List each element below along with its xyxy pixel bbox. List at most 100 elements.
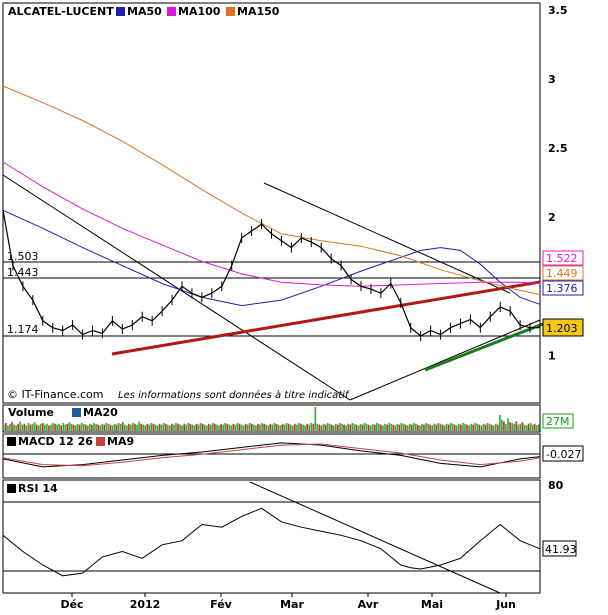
volume-bar [341,423,343,431]
volume-bar [521,422,524,431]
volume-bar [462,423,464,431]
volume-bar [451,423,454,431]
volume-bar [181,425,183,431]
volume-bar [296,424,298,431]
credit-text: © IT-Finance.com [7,388,104,401]
volume-bar [380,424,382,431]
x-tick-label: Fév [210,598,233,611]
main-series [2,85,541,342]
volume-bar [248,423,251,431]
volume-bar [310,423,313,431]
volume-bar [72,424,75,431]
volume-bar [101,423,104,431]
volume-bar [91,424,93,431]
volume-bar [76,423,79,431]
volume-bar [337,424,339,431]
volume-bar [373,424,376,431]
volume-bar [220,423,222,431]
volume-bar [195,423,198,431]
volume-bar [13,424,15,431]
volume-bar [513,423,515,431]
price-tag-ma150 [542,265,584,281]
volume-bar [445,423,448,431]
volume-bar [419,425,421,431]
volume-bar [388,423,390,431]
volume-bar [62,423,65,431]
volume-bar [130,424,132,431]
x-tick-label: Mar [280,598,304,611]
macd-line-ma9 [2,443,541,467]
volume-bar [128,423,130,431]
volume-bar [251,423,253,431]
trendline-lower [349,319,541,401]
volume-bar [158,423,161,431]
legend-label-ma9: MA9 [107,435,134,448]
volume-bar [427,423,429,431]
y-tick-label: 3 [548,73,556,86]
volume-bar [478,424,481,431]
volume-bar [314,407,317,431]
legend-label-ma50: MA50 [127,5,162,18]
volume-bar [25,425,28,431]
volume-bar [355,424,358,431]
volume-bar [224,423,227,431]
volume-bar [423,424,425,431]
volume-bar [257,423,259,431]
price-tag-ma50-label: 1.376 [546,282,578,295]
volume-bar [433,423,436,431]
volume-bar [41,423,44,431]
volume-bar [519,423,522,431]
volume-bar [11,422,13,431]
volume-bar [384,423,386,431]
volume-bar [378,423,380,431]
series-line-ma50 [2,209,541,307]
volume-bar [177,423,179,431]
macd-panel-frame [2,433,541,479]
volume-bar [335,423,337,431]
price-tag-close-label: 1.203 [546,322,578,335]
volume-bar [527,423,530,431]
volume-bar [132,423,134,431]
volume-bar [505,423,507,431]
volume-bar [169,425,171,431]
trendline-descending [2,174,351,401]
legend-label-macd: MACD 12 26 [18,435,93,448]
volume-bar [285,423,288,431]
volume-bar [146,423,149,431]
volume-bar [244,423,247,431]
volume-bar [398,424,401,431]
volume-bar [31,423,34,431]
volume-bar [179,424,181,431]
volume-bar [259,424,261,431]
volume-bar [87,425,89,431]
volume-last-value: 27M [546,415,570,428]
volume-bar [359,423,362,431]
volume-bar [160,424,163,431]
volume-bar [425,423,427,431]
volume-bar [84,424,87,431]
volume-bar [95,423,97,431]
volume-bar [466,424,468,431]
volume-bar [261,423,263,431]
volume-bar [216,424,218,431]
volume-bar [464,423,466,431]
volume-bar [54,423,56,431]
volume-bar [431,425,434,431]
volume-bar [453,424,456,431]
volume-bar [394,425,397,431]
volume-bar [29,424,32,431]
volume-bar [474,423,477,431]
volume-bar [232,423,235,431]
volume-bar [187,423,190,431]
volume-bar [263,423,265,431]
volume-bar [66,423,69,431]
volume-bar [117,423,120,431]
volume-bar [242,425,245,431]
volume-bar [236,423,239,431]
volume-bar [207,423,210,431]
volume-bar [347,423,349,431]
trendline-upper-ma [263,182,511,294]
volume-bar [396,423,399,431]
volume-bar [332,425,335,431]
volume-bar [480,425,483,431]
